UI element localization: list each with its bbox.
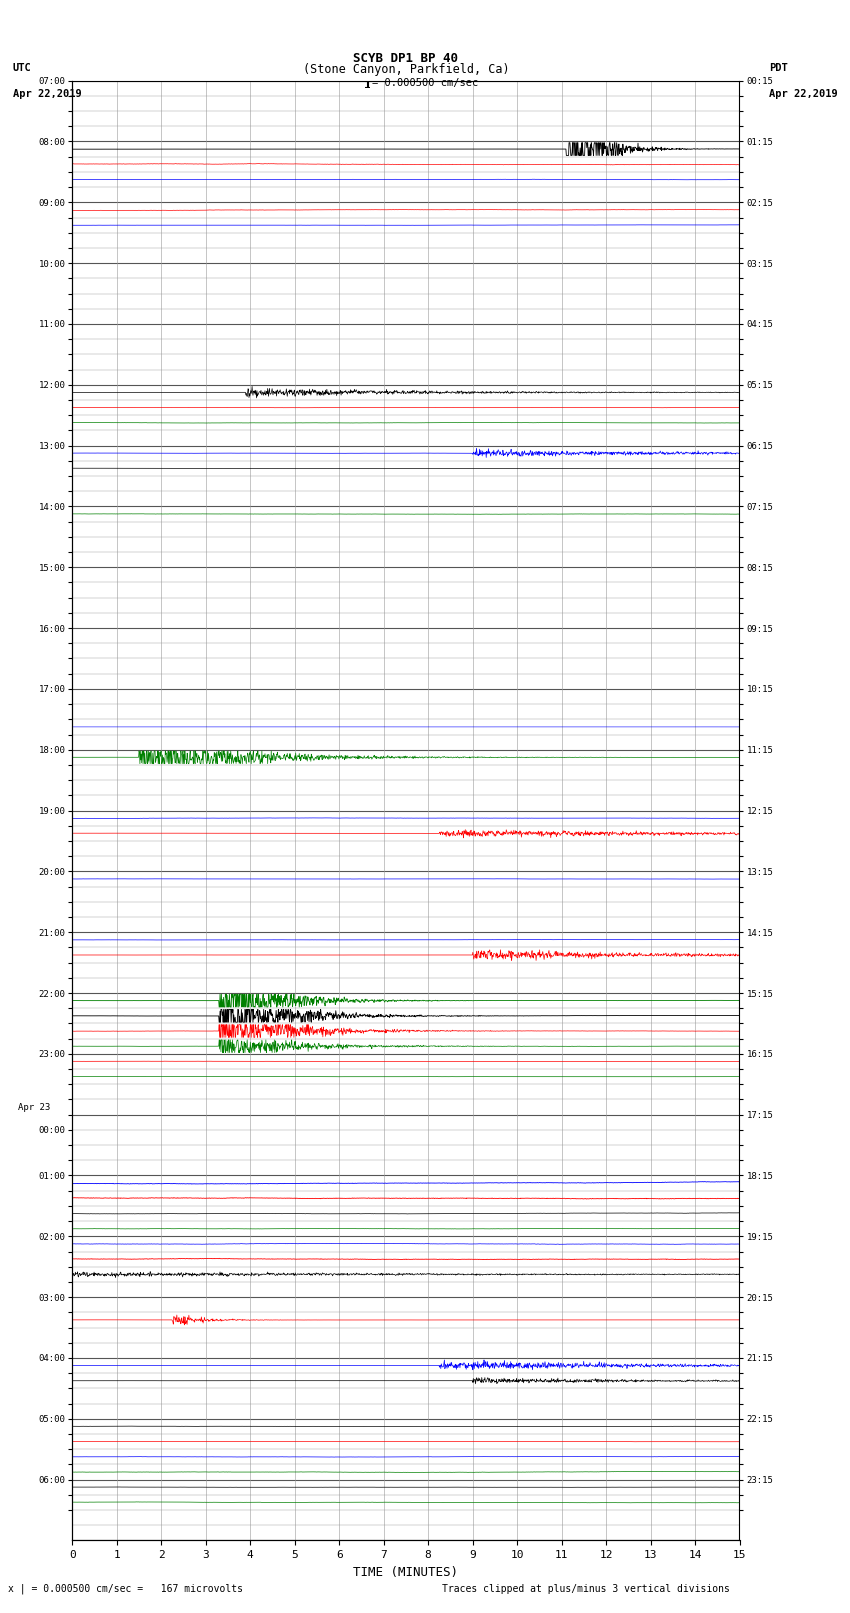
Text: SCYB DP1 BP 40: SCYB DP1 BP 40	[354, 52, 458, 65]
Text: UTC: UTC	[13, 63, 31, 73]
X-axis label: TIME (MINUTES): TIME (MINUTES)	[354, 1566, 458, 1579]
Text: Apr 22,2019: Apr 22,2019	[13, 89, 82, 98]
Text: (Stone Canyon, Parkfield, Ca): (Stone Canyon, Parkfield, Ca)	[303, 63, 509, 76]
Text: Traces clipped at plus/minus 3 vertical divisions: Traces clipped at plus/minus 3 vertical …	[442, 1584, 730, 1594]
Text: x | = 0.000500 cm/sec =   167 microvolts: x | = 0.000500 cm/sec = 167 microvolts	[8, 1582, 243, 1594]
Text: Apr 22,2019: Apr 22,2019	[769, 89, 838, 98]
Text: = 0.000500 cm/sec: = 0.000500 cm/sec	[371, 77, 478, 89]
Text: PDT: PDT	[769, 63, 788, 73]
Text: Apr 23: Apr 23	[18, 1103, 50, 1111]
